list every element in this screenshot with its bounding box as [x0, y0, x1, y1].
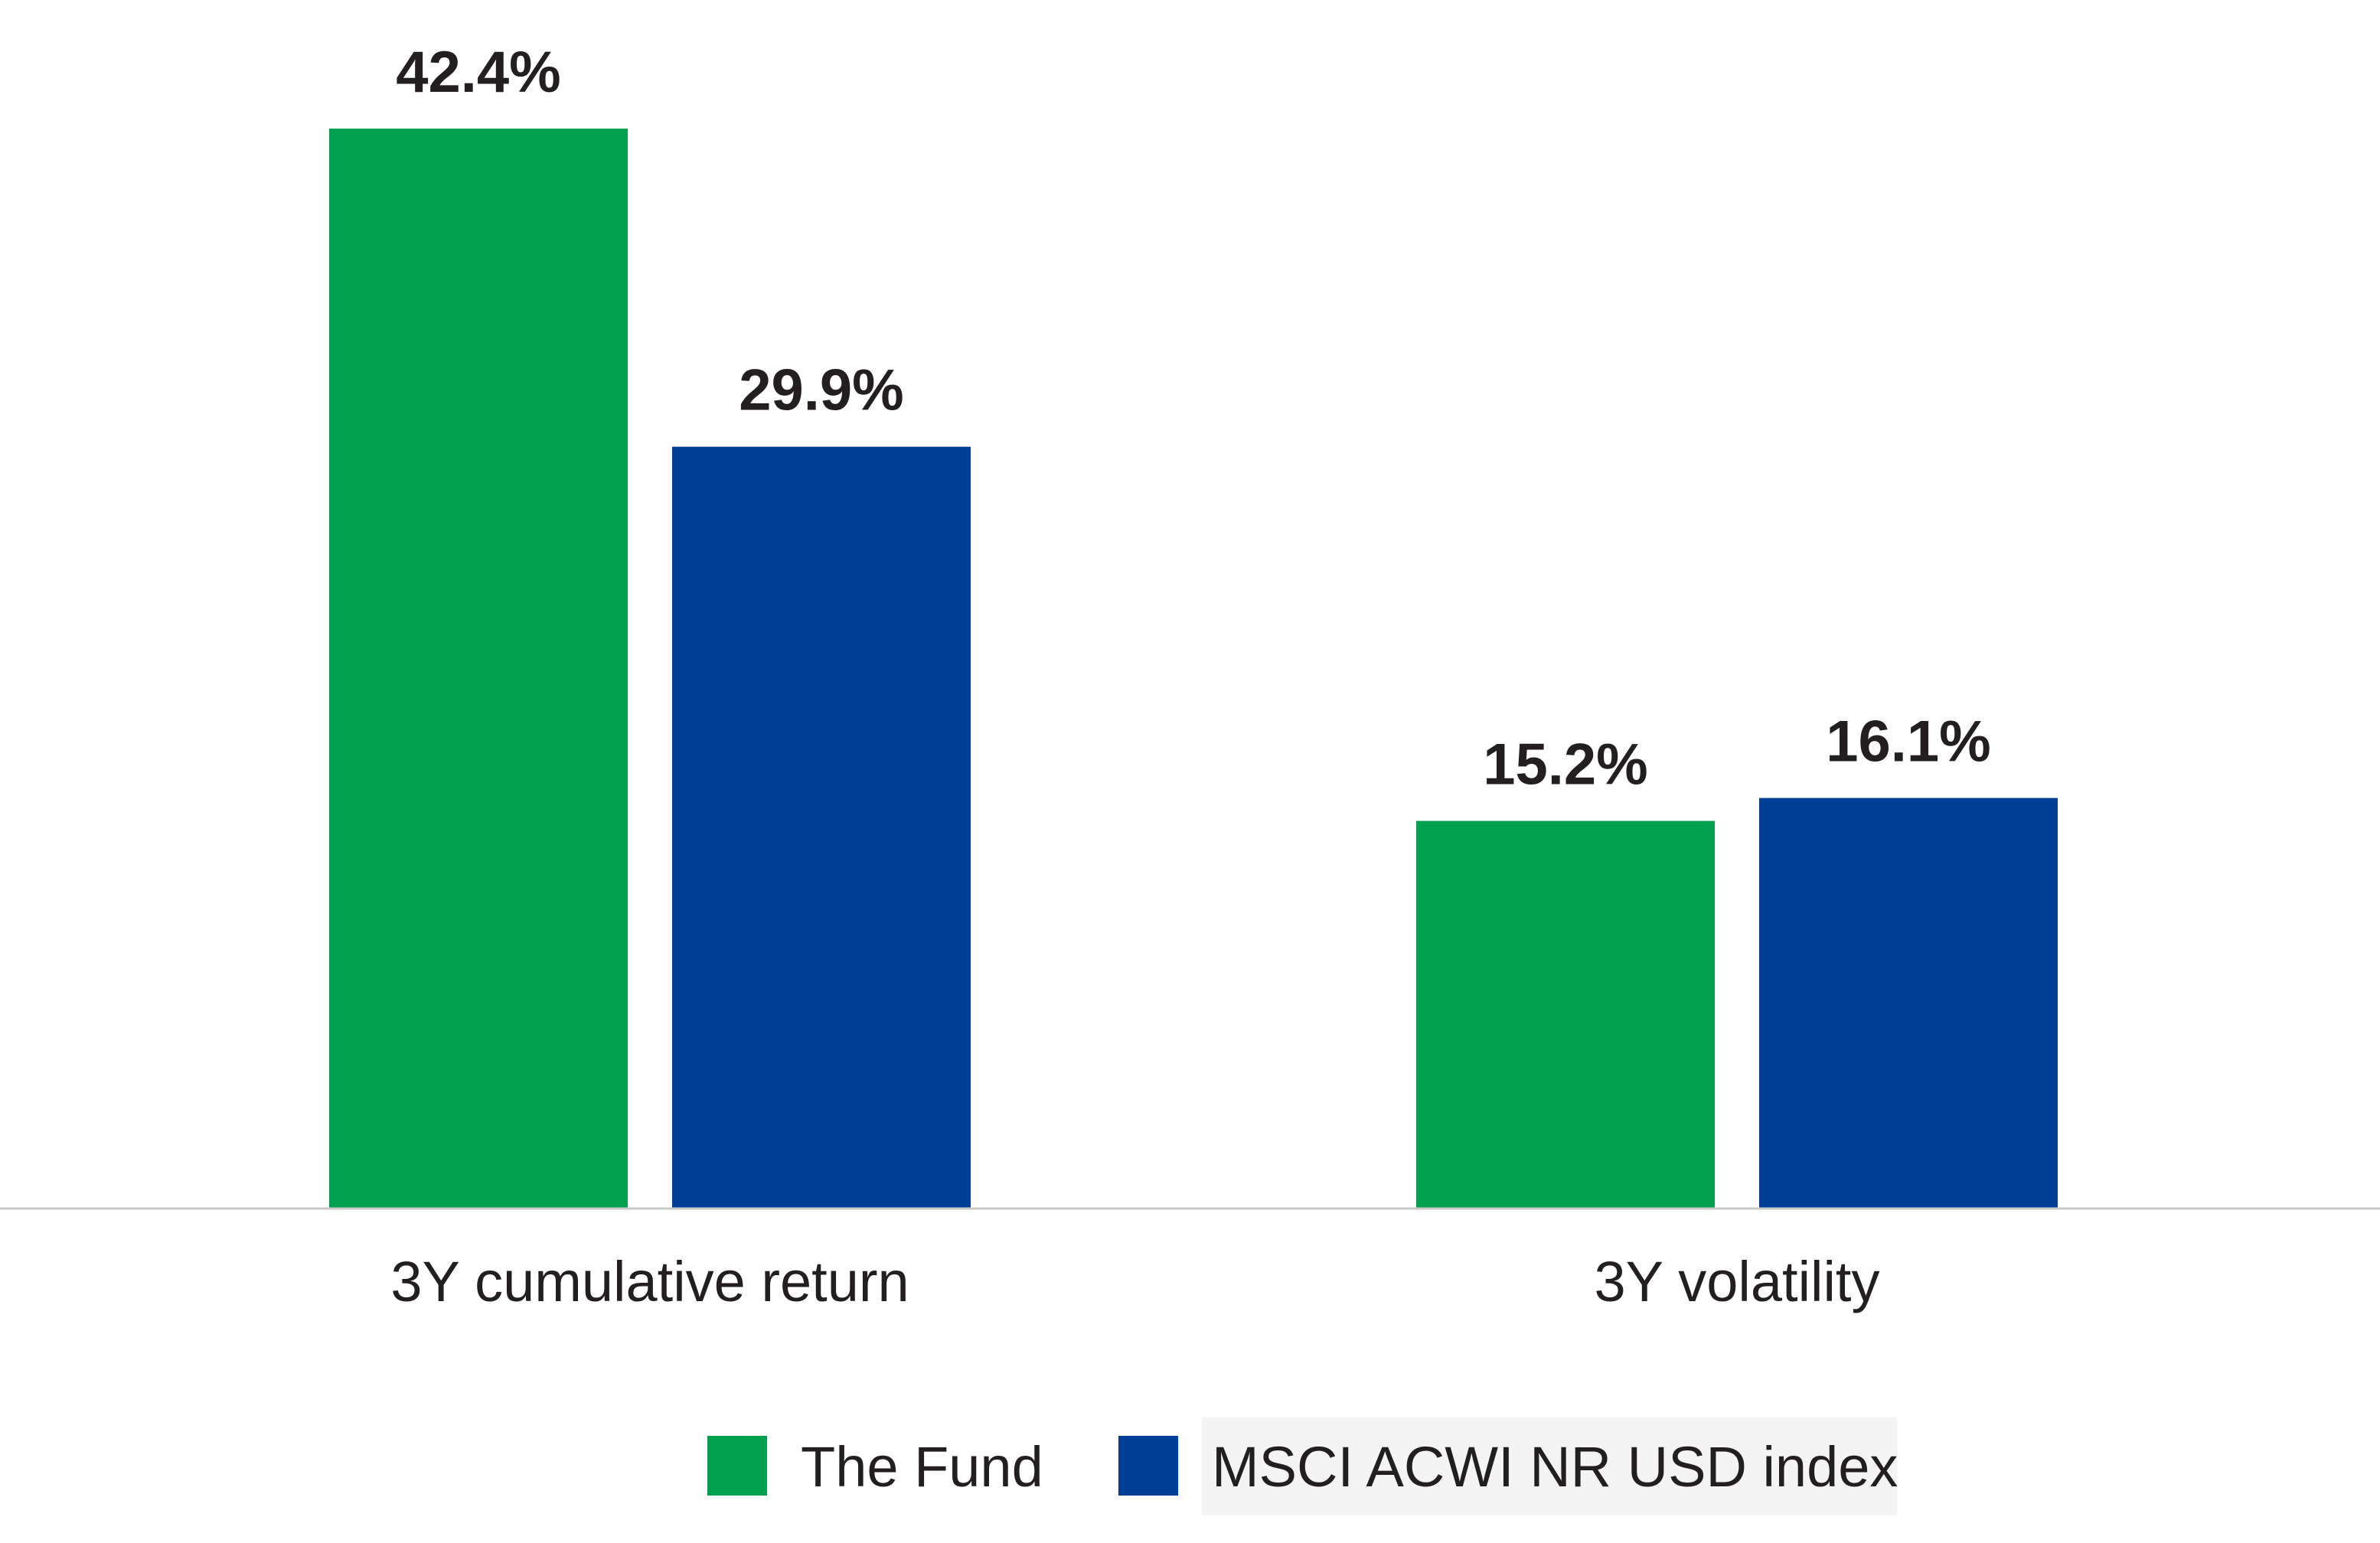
- legend: The Fund MSCI ACWI NR USD index: [707, 1417, 1898, 1515]
- value-label-index-1: 16.1%: [1826, 710, 1991, 775]
- value-labels-layer: 42.4% 29.9% 15.2% 16.1%: [396, 40, 1991, 798]
- category-label-0: 3Y cumulative return: [390, 1250, 909, 1313]
- bar-index-0: [672, 446, 971, 1208]
- legend-label-index: MSCI ACWI NR USD index: [1212, 1435, 1898, 1499]
- bar-fund-1: [1416, 820, 1715, 1208]
- value-label-index-0: 29.9%: [739, 358, 904, 423]
- legend-label-fund: The Fund: [801, 1435, 1043, 1499]
- legend-swatch-fund: [707, 1436, 767, 1496]
- bar-fund-0: [329, 129, 628, 1208]
- category-labels-layer: 3Y cumulative return 3Y volatility: [390, 1250, 1879, 1313]
- bar-index-1: [1759, 798, 2058, 1208]
- bars-layer: [329, 129, 2058, 1208]
- legend-swatch-index: [1118, 1436, 1178, 1496]
- value-label-fund-0: 42.4%: [396, 40, 561, 105]
- category-label-1: 3Y volatility: [1595, 1250, 1880, 1313]
- legend-label-background: [1202, 1417, 1897, 1515]
- value-label-fund-1: 15.2%: [1483, 732, 1648, 798]
